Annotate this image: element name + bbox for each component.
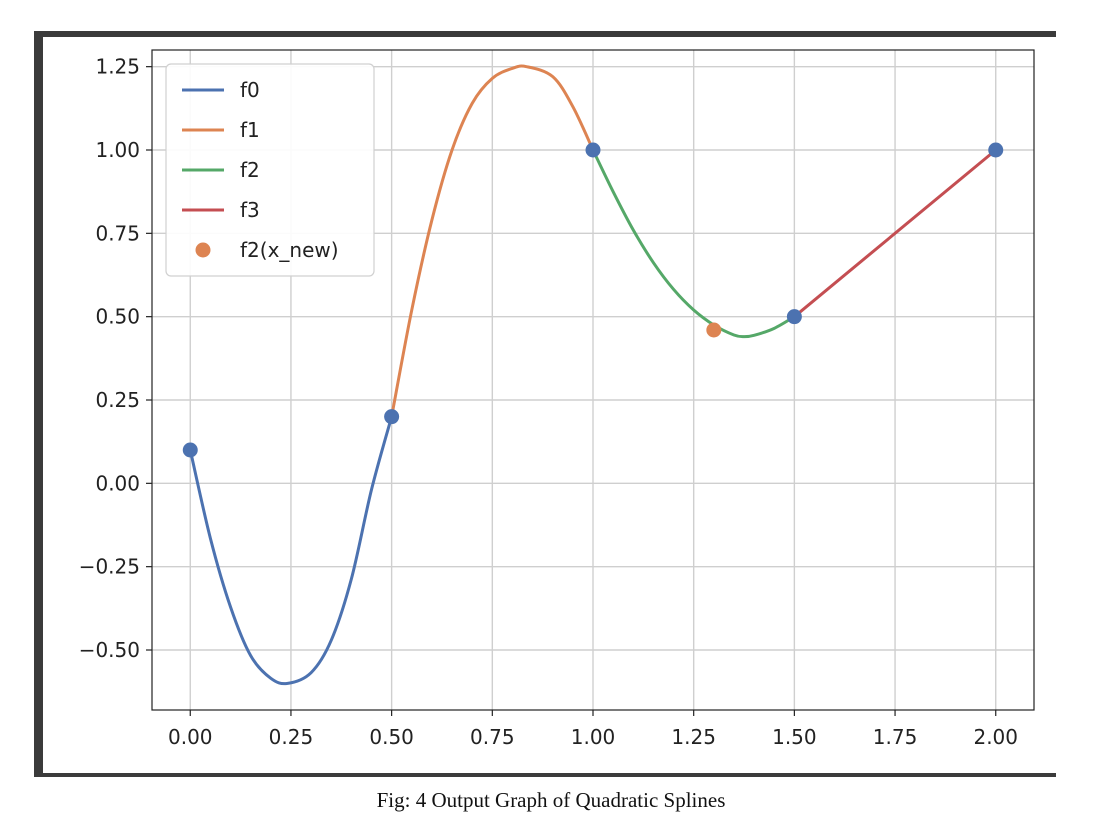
series-line-f3 bbox=[792, 148, 998, 319]
y-tick-label: 1.25 bbox=[95, 55, 140, 79]
x-tick-label: 0.25 bbox=[269, 725, 314, 749]
series-line-f1 bbox=[390, 64, 595, 419]
figure-caption: Fig: 4 Output Graph of Quadratic Splines bbox=[376, 788, 726, 812]
y-tick-label: −0.50 bbox=[79, 638, 140, 662]
legend-label: f0 bbox=[240, 78, 260, 102]
grid bbox=[152, 50, 1034, 710]
quadratic-splines-chart: 0.00 0.25 0.50 0.75 1.00 1.25 1.50 1.75 2.00 −0.5… bbox=[79, 49, 1035, 749]
y-tick-label: 1.00 bbox=[95, 138, 140, 162]
x-tick-label: 2.00 bbox=[973, 725, 1018, 749]
knot-point bbox=[786, 309, 802, 325]
x-tick-label: 0.75 bbox=[470, 725, 515, 749]
legend-label: f2 bbox=[240, 158, 260, 182]
tick-labels: 0.00 0.25 0.50 0.75 1.00 1.25 1.50 1.75 2.00 −0.5… bbox=[79, 55, 1018, 749]
point-f2-x-new bbox=[706, 322, 722, 338]
knot-point bbox=[384, 409, 400, 425]
knot-point bbox=[988, 142, 1004, 158]
knot-point bbox=[585, 142, 601, 158]
series-line-f2 bbox=[591, 148, 796, 339]
series-line-f0 bbox=[188, 415, 394, 686]
legend-label: f2(x_new) bbox=[240, 238, 339, 262]
legend-swatch bbox=[195, 242, 211, 258]
x-tick-label: 1.75 bbox=[873, 725, 918, 749]
x-tick-label: 1.00 bbox=[571, 725, 616, 749]
legend: f0 f1 f2 f3 f2(x_new) bbox=[165, 63, 375, 277]
y-tick-label: 0.25 bbox=[95, 388, 140, 412]
knot-point bbox=[182, 442, 198, 458]
x-tick-label: 1.50 bbox=[772, 725, 817, 749]
legend-label: f1 bbox=[240, 118, 260, 142]
x-tick-label: 1.25 bbox=[671, 725, 716, 749]
x-tick-label: 0.50 bbox=[369, 725, 414, 749]
y-tick-label: −0.25 bbox=[79, 555, 140, 579]
y-tick-label: 0.50 bbox=[95, 305, 140, 329]
y-tick-label: 0.00 bbox=[95, 471, 140, 495]
x-tick-label: 0.00 bbox=[168, 725, 213, 749]
y-tick-label: 0.75 bbox=[95, 221, 140, 245]
legend-label: f3 bbox=[240, 198, 260, 222]
legend-box bbox=[165, 63, 375, 277]
series-points bbox=[182, 142, 1004, 458]
figure-canvas: 0.00 0.25 0.50 0.75 1.00 1.25 1.50 1.75 2.00 −0.5… bbox=[43, 37, 1057, 773]
series-lines bbox=[188, 64, 998, 686]
